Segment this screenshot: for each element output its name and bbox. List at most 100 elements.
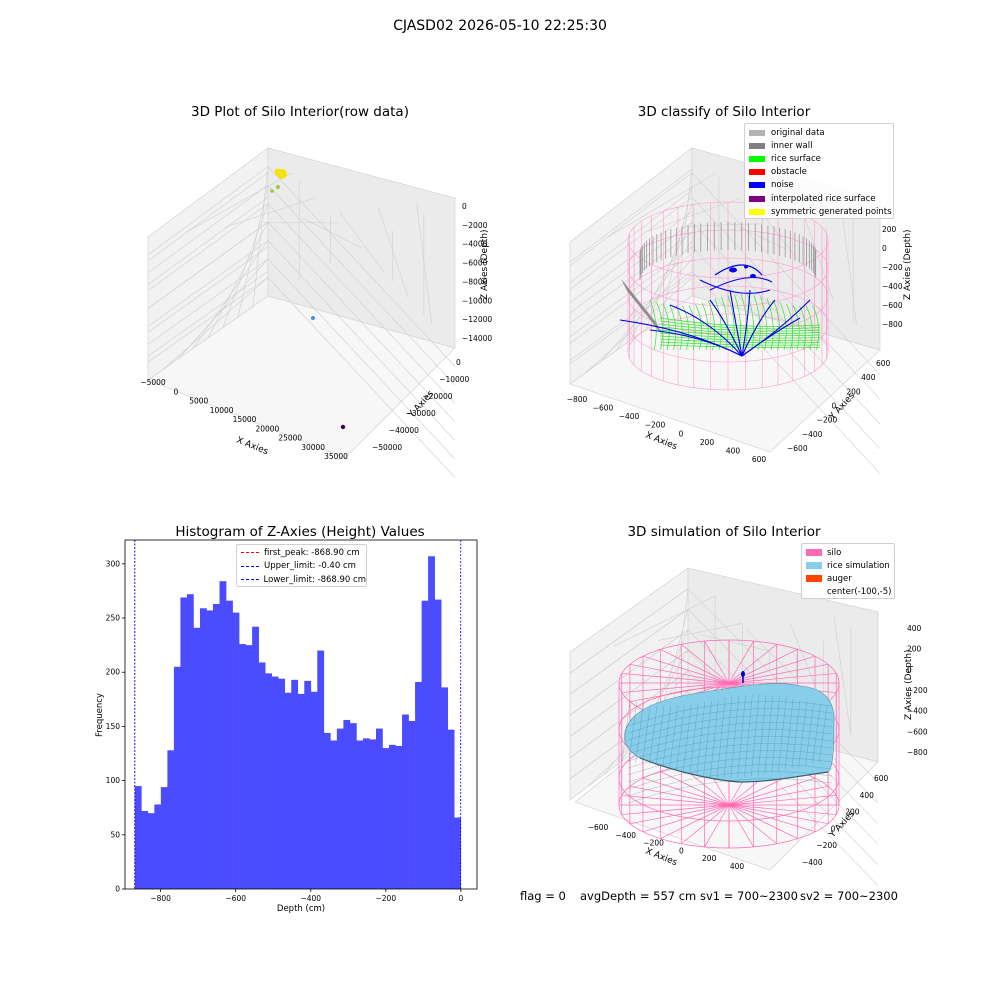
- histogram-bar: [447, 729, 455, 889]
- histogram-legend-swatch: [241, 552, 259, 554]
- histogram-legend-label: first_peak: -868.90 cm: [264, 547, 360, 558]
- histogram-bar: [167, 750, 175, 889]
- plot1-x-tick: 0: [173, 387, 178, 396]
- plot2-legend-label: inner wall: [771, 140, 813, 151]
- histogram-y-tick: 150: [106, 722, 121, 731]
- plot2-y-tick: 600: [876, 359, 891, 368]
- plot2-legend-label: interpolated rice surface: [771, 193, 876, 204]
- histogram-bar: [375, 728, 383, 889]
- plot2-x-tick: 0: [679, 429, 684, 438]
- plot2-title: 3D classify of Silo Interior: [637, 104, 811, 120]
- plot2-y-tick: 0: [832, 402, 837, 411]
- histogram-bar: [278, 678, 286, 889]
- plot4-legend-item: center(-100,-5): [806, 585, 894, 598]
- histogram-bar: [291, 679, 299, 889]
- plot4-zlabel: Z Axies (Depth): [904, 649, 914, 720]
- plot2-z-tick: −600: [882, 301, 903, 310]
- histogram-bar: [199, 608, 207, 889]
- histogram-bar: [245, 645, 253, 889]
- histogram-bar: [434, 599, 442, 889]
- plot4-z-tick: −400: [907, 707, 928, 716]
- plot2-y-tick: 200: [846, 387, 861, 396]
- plot4-legend-label: auger: [827, 573, 852, 584]
- plot1-y-tick: −30000: [406, 409, 436, 418]
- histogram-bar: [441, 687, 448, 889]
- histogram-legend-swatch: [241, 579, 259, 581]
- plot1-y-tick: −50000: [372, 443, 402, 452]
- plot1-z-tick: −2000: [462, 221, 488, 230]
- histogram-legend-item: Lower_limit: -868.90 cm: [241, 573, 366, 587]
- plot4-y-tick: −200: [816, 841, 837, 850]
- plot2-legend-label: original data: [771, 127, 825, 138]
- plot2-z-tick: −800: [882, 320, 903, 329]
- plot4-legend-swatch: [806, 562, 822, 569]
- histogram-x-tick: −200: [376, 894, 397, 903]
- histogram-bar: [252, 626, 259, 889]
- histogram-bar: [395, 745, 403, 889]
- histogram-bar: [356, 740, 364, 889]
- plot2-y-tick: −400: [802, 430, 823, 439]
- histogram-bar: [154, 804, 162, 889]
- plot4-y-tick: 600: [874, 774, 889, 783]
- plot4-x-tick: 200: [702, 854, 717, 863]
- histogram-bar: [310, 691, 318, 889]
- plot2-legend: original data inner wall rice surface obsta…: [744, 123, 894, 219]
- plot2-legend-item: symmetric generated points: [749, 205, 893, 218]
- plot2-legend-swatch: [749, 155, 765, 162]
- histogram-y-tick: 50: [110, 830, 120, 839]
- plot4-z-tick: 400: [907, 624, 922, 633]
- histogram-x-tick: −600: [225, 894, 246, 903]
- plot1-z-tick: −4000: [462, 240, 488, 249]
- plot2-legend-swatch: [749, 142, 765, 149]
- plot4-x-tick: −400: [615, 831, 636, 840]
- histogram-bar: [239, 644, 246, 889]
- histogram-bar: [226, 600, 233, 889]
- plot1-z-tick: −8000: [462, 277, 488, 286]
- plot4-y-tick: −400: [802, 858, 823, 867]
- plot1-x-tick: 35000: [324, 452, 348, 461]
- plot4-legend-item: silo: [806, 546, 894, 559]
- histogram-bar: [258, 662, 266, 889]
- plot2-legend-label: obstacle: [771, 167, 807, 178]
- plot2-z-tick: −400: [882, 282, 903, 291]
- plot1-z-tick: −10000: [462, 296, 492, 305]
- plot1-x-tick: 30000: [301, 443, 325, 452]
- plot4-title: 3D simulation of Silo Interior: [627, 524, 821, 540]
- plot4-z-tick: 200: [907, 645, 922, 654]
- plot2-x-tick: 200: [700, 438, 715, 447]
- plot1-y-tick: 0: [456, 358, 461, 367]
- histogram-bar: [180, 597, 188, 889]
- plot1-z-tick: 0: [462, 202, 467, 211]
- plot2-legend-swatch: [749, 129, 765, 136]
- histogram-bar: [160, 787, 168, 889]
- plot2-y-tick: −200: [817, 416, 838, 425]
- plot1-x-tick: 20000: [255, 424, 279, 433]
- histogram-bar: [369, 739, 377, 889]
- histogram-x-tick: −800: [150, 894, 171, 903]
- histogram-y-tick: 300: [106, 559, 121, 568]
- histogram-bar: [389, 744, 396, 889]
- plot2-z-tick: −200: [882, 263, 903, 272]
- plot2-legend-swatch: [749, 169, 765, 176]
- plot2-legend-swatch: [749, 195, 765, 202]
- plot1-point: [270, 189, 274, 193]
- histogram-bar: [304, 680, 312, 889]
- plot2-legend-label: rice surface: [771, 153, 821, 164]
- histogram-x-tick: 0: [458, 894, 463, 903]
- plot2-legend-item: interpolated rice surface: [749, 192, 893, 205]
- histogram-bar: [336, 728, 344, 889]
- plot1-point: [340, 424, 346, 430]
- plot2-legend-item: rice surface: [749, 152, 893, 165]
- histogram-bar: [428, 556, 435, 889]
- plot2-legend-item: noise: [749, 179, 893, 192]
- histogram-legend-label: Lower_limit: -868.90 cm: [263, 574, 366, 585]
- plot2-legend-label: noise: [771, 180, 794, 191]
- histogram-bar: [415, 681, 422, 889]
- histogram-bar: [134, 786, 142, 889]
- plot4-y-tick: 200: [845, 808, 860, 817]
- plot4-z-tick: −800: [907, 748, 928, 757]
- histogram-bar: [382, 748, 390, 889]
- plot2-xlabel: X Axies: [644, 431, 679, 453]
- histogram-chart: −800 −600 −400 −200 0 0 50 100 150 200 250 300 Dep…: [95, 539, 478, 914]
- plot2-x-tick: −400: [619, 412, 640, 421]
